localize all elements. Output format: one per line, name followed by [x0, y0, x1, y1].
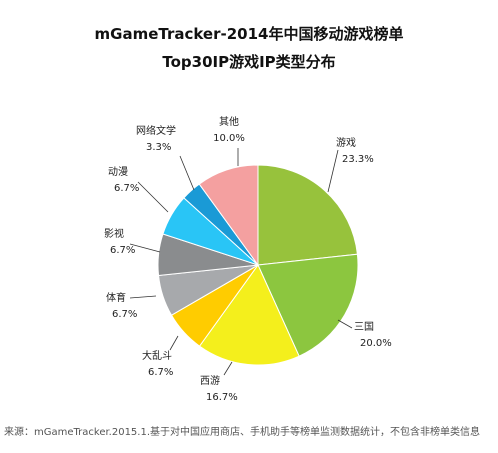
leader-line-4 [129, 295, 157, 299]
slice-value-1: 20.0% [360, 338, 392, 349]
slice-value-3: 6.7% [148, 367, 173, 378]
slice-value-5: 6.7% [110, 245, 135, 256]
leader-line-7 [179, 155, 195, 191]
chart-subtitle: Top30IP游戏IP类型分布 [162, 53, 336, 71]
pie-slice-1 [257, 253, 359, 357]
slice-label-4: 体育 [106, 291, 126, 304]
leader-line-3 [169, 335, 179, 351]
leader-line-5 [129, 243, 161, 253]
pie-slice-8 [198, 164, 259, 267]
slice-label-0: 游戏 [336, 136, 356, 149]
slice-value-6: 6.7% [114, 183, 139, 194]
leader-line-6 [137, 181, 169, 213]
slice-label-8: 其他 [219, 115, 239, 128]
slice-label-2: 西游 [200, 374, 220, 387]
leader-line-1 [337, 319, 353, 329]
slice-value-7: 3.3% [146, 142, 171, 153]
slice-label-7: 网络文学 [136, 124, 176, 137]
slice-value-0: 23.3% [342, 154, 374, 165]
slice-value-8: 10.0% [213, 133, 245, 144]
leader-line-2 [223, 361, 233, 376]
slice-label-1: 三国 [354, 321, 374, 333]
source-footnote: 来源：mGameTracker.2015.1.基于对中国应用商店、手机助手等榜单… [4, 427, 481, 438]
slice-label-6: 动漫 [108, 166, 128, 178]
slice-label-3: 大乱斗 [142, 349, 172, 362]
pie-slice-2 [198, 264, 300, 366]
slice-value-2: 16.7% [206, 392, 238, 403]
slice-value-4: 6.7% [112, 309, 137, 320]
leader-line-0 [327, 149, 339, 193]
pie-slice-0 [257, 164, 358, 266]
slice-label-5: 影视 [104, 227, 124, 240]
chart-title: mGameTracker-2014年中国移动游戏榜单 [94, 25, 404, 43]
